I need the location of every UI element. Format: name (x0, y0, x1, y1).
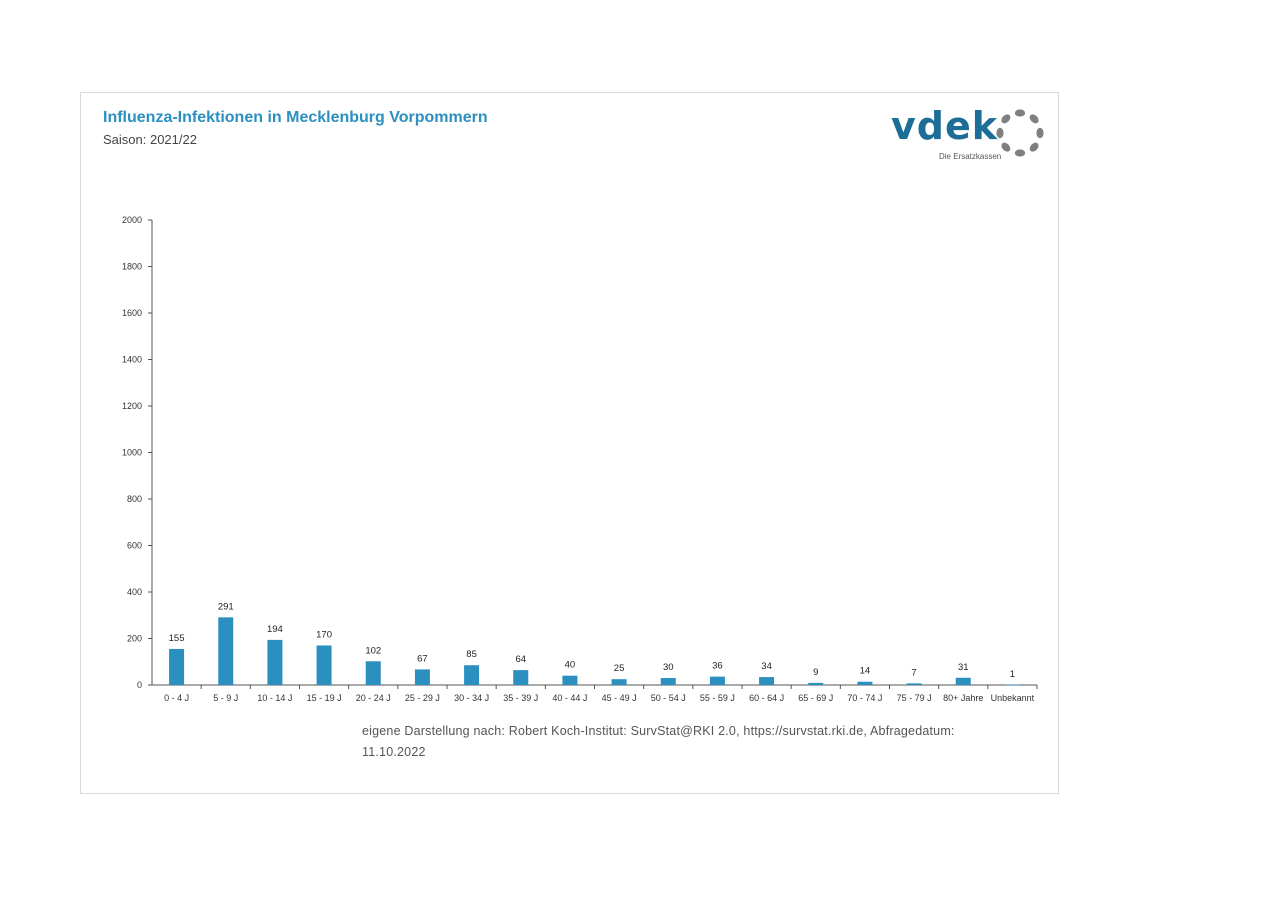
logo-ring-segment (996, 127, 1004, 139)
bar-chart: 0200400600800100012001400160018002000155… (122, 215, 1038, 703)
y-tick-label: 600 (127, 541, 142, 551)
logo-ring-segment (1029, 142, 1039, 152)
bar (660, 678, 676, 685)
data-label: 155 (169, 633, 185, 644)
logo-ring-segment (1001, 114, 1011, 124)
data-label: 9 (813, 667, 818, 678)
vdek-logo: vdek Die Ersatzkassen (891, 107, 1051, 167)
bar (562, 675, 578, 685)
x-tick-label: 65 - 69 J (798, 693, 833, 703)
data-label: 36 (712, 661, 723, 672)
logo-ring-segment (1014, 149, 1026, 157)
bar (464, 665, 480, 685)
y-tick-label: 800 (127, 494, 142, 504)
y-tick-label: 1000 (122, 448, 142, 458)
x-tick-label: 30 - 34 J (454, 693, 489, 703)
bar (709, 676, 725, 685)
bar (267, 639, 283, 685)
bar (169, 648, 185, 685)
chart-title: Influenza-Infektionen in Mecklenburg Vor… (103, 109, 488, 126)
data-label: 14 (860, 666, 871, 677)
bar (611, 679, 627, 685)
x-tick-label: 35 - 39 J (503, 693, 538, 703)
data-label: 194 (267, 624, 283, 635)
data-label: 25 (614, 663, 625, 674)
bar (316, 645, 332, 685)
x-tick-label: 60 - 64 J (749, 693, 784, 703)
bar (218, 617, 234, 685)
y-tick-label: 1600 (122, 308, 142, 318)
y-tick-label: 400 (127, 587, 142, 597)
x-tick-label: 55 - 59 J (700, 693, 735, 703)
logo-ring-segment (1001, 142, 1011, 152)
data-label: 31 (958, 662, 969, 673)
bar (955, 677, 971, 685)
x-tick-label: 70 - 74 J (847, 693, 882, 703)
x-tick-label: 50 - 54 J (651, 693, 686, 703)
bar (414, 669, 430, 685)
data-label: 30 (663, 662, 674, 673)
logo-ring-segment (1036, 127, 1044, 139)
y-tick-label: 2000 (122, 215, 142, 225)
bar (513, 670, 529, 685)
x-tick-label: 25 - 29 J (405, 693, 440, 703)
logo-wordmark: vdek (891, 104, 999, 148)
x-tick-label: 5 - 9 J (213, 693, 238, 703)
x-tick-label: 15 - 19 J (307, 693, 342, 703)
x-tick-label: 0 - 4 J (164, 693, 189, 703)
x-tick-label: Unbekannt (991, 693, 1035, 703)
data-label: 7 (911, 667, 916, 678)
bar (857, 681, 873, 685)
x-tick-label: 75 - 79 J (897, 693, 932, 703)
y-tick-label: 200 (127, 634, 142, 644)
bar (906, 683, 922, 685)
bar (808, 682, 824, 685)
chart-card: Influenza-Infektionen in Mecklenburg Vor… (80, 92, 1059, 794)
x-tick-label: 10 - 14 J (257, 693, 292, 703)
bar (759, 677, 775, 685)
x-tick-label: 20 - 24 J (356, 693, 391, 703)
data-label: 64 (515, 654, 526, 665)
bar (1004, 684, 1020, 686)
data-label: 170 (316, 629, 332, 640)
logo-ring-segment (1029, 114, 1039, 124)
logo-ring-segment (1014, 109, 1026, 117)
data-label: 102 (365, 645, 381, 656)
data-label: 1 (1010, 669, 1015, 680)
y-tick-label: 0 (137, 680, 142, 690)
data-label: 85 (466, 649, 477, 660)
data-label: 291 (218, 601, 234, 612)
x-tick-label: 40 - 44 J (552, 693, 587, 703)
data-label: 67 (417, 653, 428, 664)
logo-ring-icon (996, 109, 1044, 157)
y-tick-label: 1200 (122, 401, 142, 411)
source-note: eigene Darstellung nach: Robert Koch-Ins… (362, 724, 955, 759)
y-tick-label: 1400 (122, 355, 142, 365)
x-tick-label: 45 - 49 J (602, 693, 637, 703)
chart-subtitle: Saison: 2021/22 (103, 132, 197, 147)
logo-tagline: Die Ersatzkassen (939, 152, 1002, 161)
data-label: 34 (761, 661, 772, 672)
x-tick-label: 80+ Jahre (943, 693, 983, 703)
bar (365, 661, 381, 685)
y-tick-label: 1800 (122, 262, 142, 272)
data-label: 40 (565, 660, 576, 671)
